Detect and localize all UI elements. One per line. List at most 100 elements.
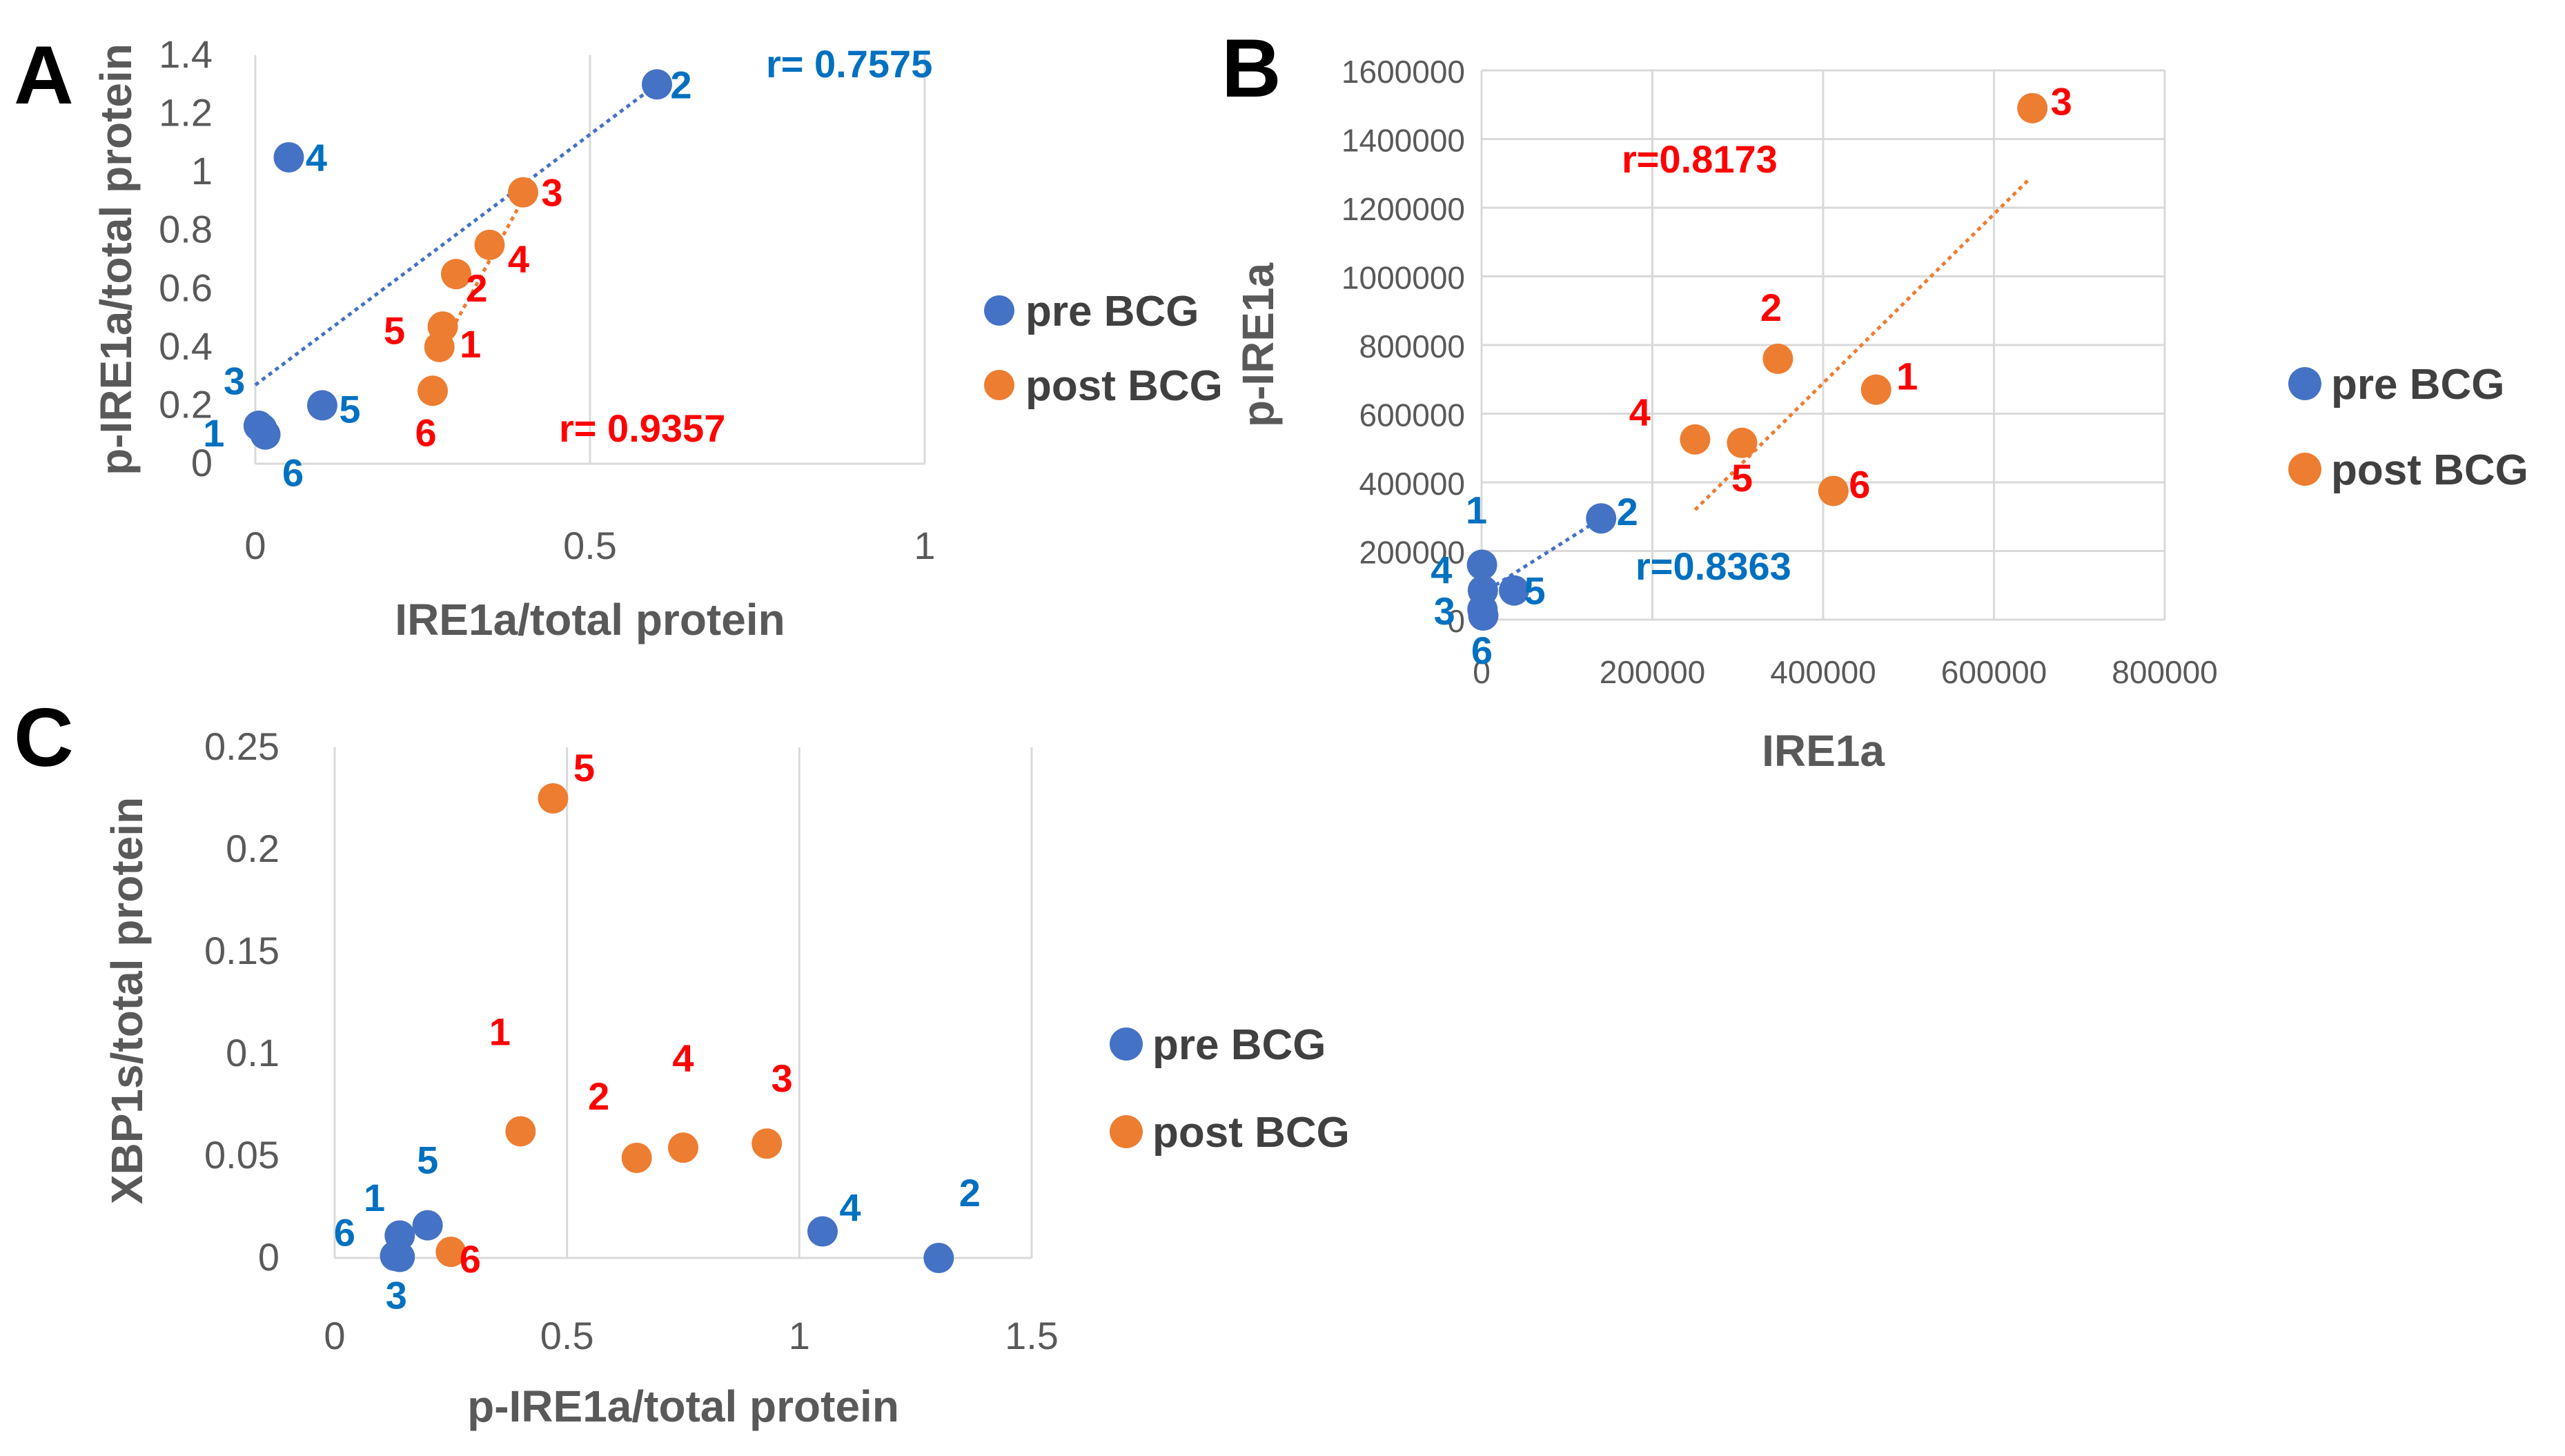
a-ytick-label: 0.4 <box>159 324 213 368</box>
a-ytick-label: 0.6 <box>159 266 213 309</box>
a-point-label-post-2: 2 <box>466 266 487 310</box>
c-y-axis-title: XBP1s/total protein <box>102 797 152 1204</box>
b-point-label-pre-5: 5 <box>1524 569 1545 613</box>
c-point-label-pre-1: 1 <box>364 1176 385 1219</box>
c-point-label-post-3: 3 <box>772 1056 793 1100</box>
a-r-value-post: r= 0.9357 <box>559 406 725 450</box>
c-point-pre-2 <box>923 1243 954 1273</box>
c-legend-label-post: post BCG <box>1152 1109 1350 1157</box>
c-xtick-label: 1 <box>789 1314 810 1357</box>
c-point-post-5 <box>538 783 569 814</box>
b-xtick-label: 800000 <box>2112 654 2218 690</box>
a-xtick-label: 0.5 <box>563 524 617 567</box>
a-ytick-label: 0.8 <box>159 208 213 251</box>
a-point-label-pre-6: 6 <box>282 451 304 495</box>
b-x-axis-title: IRE1a <box>1762 726 1885 776</box>
a-point-post-5 <box>427 311 458 342</box>
b-ytick-label: 600000 <box>1359 397 1466 433</box>
c-ytick-label: 0.05 <box>204 1133 279 1177</box>
c-point-post-2 <box>621 1142 652 1173</box>
c-point-pre-5 <box>412 1210 443 1241</box>
b-trendline-pre <box>1480 517 1602 596</box>
c-ytick-label: 0 <box>258 1235 279 1279</box>
b-point-pre-6 <box>1468 600 1499 631</box>
a-xtick-label: 0 <box>244 524 266 567</box>
c-ytick-label: 0.2 <box>226 827 279 870</box>
b-legend-label-pre: pre BCG <box>2331 361 2504 409</box>
c-point-label-post-4: 4 <box>672 1036 694 1080</box>
b-point-label-post-1: 1 <box>1896 355 1918 398</box>
b-point-pre-5 <box>1499 575 1530 606</box>
c-xtick-label: 1.5 <box>1005 1314 1059 1357</box>
c-x-axis-title: p-IRE1a/total protein <box>467 1381 899 1431</box>
panel-letter-a: A <box>14 29 74 121</box>
b-point-post-1 <box>1860 374 1891 405</box>
c-point-label-post-2: 2 <box>588 1074 609 1118</box>
a-point-pre-5 <box>307 390 337 421</box>
chart-panel-c: 0 0.05 0.1 0.15 0.2 0.25 0 0.5 1 1.5 p-IRE1a/total… <box>102 725 1350 1431</box>
b-legend-marker-pre <box>2288 367 2321 400</box>
b-point-label-post-3: 3 <box>2051 80 2072 124</box>
b-point-post-6 <box>1818 475 1849 506</box>
c-point-label-post-5: 5 <box>573 746 595 789</box>
b-legend-label-post: post BCG <box>2331 446 2528 494</box>
a-point-label-post-4: 4 <box>508 237 529 281</box>
b-point-pre-1 <box>1466 549 1497 580</box>
b-point-label-post-6: 6 <box>1849 462 1870 506</box>
a-point-label-pre-4: 4 <box>306 136 327 179</box>
a-x-axis-title: IRE1a/total protein <box>395 595 785 645</box>
c-xtick-label: 0 <box>324 1314 345 1357</box>
c-point-post-1 <box>505 1116 536 1147</box>
a-point-label-pre-5: 5 <box>339 387 360 431</box>
c-point-label-pre-3: 3 <box>386 1274 407 1317</box>
panel-letter-c: C <box>14 691 74 784</box>
a-point-post-6 <box>417 375 449 406</box>
b-point-post-2 <box>1762 343 1793 374</box>
a-legend-marker-post <box>984 370 1014 400</box>
a-ytick-label: 1 <box>191 149 213 193</box>
a-point-pre-4 <box>273 142 304 173</box>
a-ytick-label: 0 <box>191 441 213 484</box>
c-point-label-pre-4: 4 <box>839 1186 861 1230</box>
a-ytick-label: 1.2 <box>159 91 213 135</box>
a-point-label-post-3: 3 <box>541 171 562 215</box>
b-r-value-pre: r=0.8363 <box>1635 544 1791 588</box>
a-legend-label-pre: pre BCG <box>1025 288 1199 335</box>
b-xtick-label: 200000 <box>1600 654 1706 690</box>
b-xtick-label: 600000 <box>1941 654 2047 690</box>
b-ytick-label: 1200000 <box>1342 191 1465 227</box>
b-ytick-label: 400000 <box>1359 466 1466 502</box>
a-r-value-pre: r= 0.7575 <box>766 42 932 86</box>
b-point-pre-4 <box>1467 575 1498 606</box>
a-point-post-4 <box>474 229 505 260</box>
b-ytick-label: 1600000 <box>1342 54 1465 90</box>
b-r-value-post: r=0.8173 <box>1622 137 1778 181</box>
c-point-label-pre-6: 6 <box>334 1210 355 1254</box>
c-point-label-post-1: 1 <box>489 1010 511 1053</box>
b-legend-marker-post <box>2288 453 2321 486</box>
panel-letter-b: B <box>1221 22 1281 115</box>
c-legend-marker-pre <box>1110 1027 1143 1061</box>
a-point-post-2 <box>441 259 471 290</box>
a-point-pre-6 <box>250 419 281 450</box>
c-point-post-6 <box>435 1237 466 1268</box>
a-legend-marker-pre <box>984 295 1014 326</box>
a-point-post-3 <box>508 177 538 208</box>
c-point-label-pre-2: 2 <box>959 1171 981 1214</box>
chart-panel-b: 0200000400000600000800000100000012000001… <box>1233 54 2528 776</box>
b-point-label-post-4: 4 <box>1629 391 1651 434</box>
b-xtick-label: 400000 <box>1770 654 1876 690</box>
c-xtick-label: 0.5 <box>540 1314 594 1357</box>
a-ytick-label: 1.4 <box>159 32 213 76</box>
b-point-post-3 <box>2017 92 2048 124</box>
b-ytick-label: 1400000 <box>1342 123 1465 159</box>
a-point-label-pre-3: 3 <box>224 359 245 402</box>
c-point-post-4 <box>668 1132 698 1163</box>
b-point-post-4 <box>1680 424 1711 455</box>
b-point-label-pre-2: 2 <box>1617 490 1638 533</box>
b-point-pre-2 <box>1586 503 1617 534</box>
b-ytick-label: 1000000 <box>1342 260 1465 296</box>
b-point-label-post-2: 2 <box>1760 286 1782 329</box>
a-xtick-label: 1 <box>914 524 935 567</box>
